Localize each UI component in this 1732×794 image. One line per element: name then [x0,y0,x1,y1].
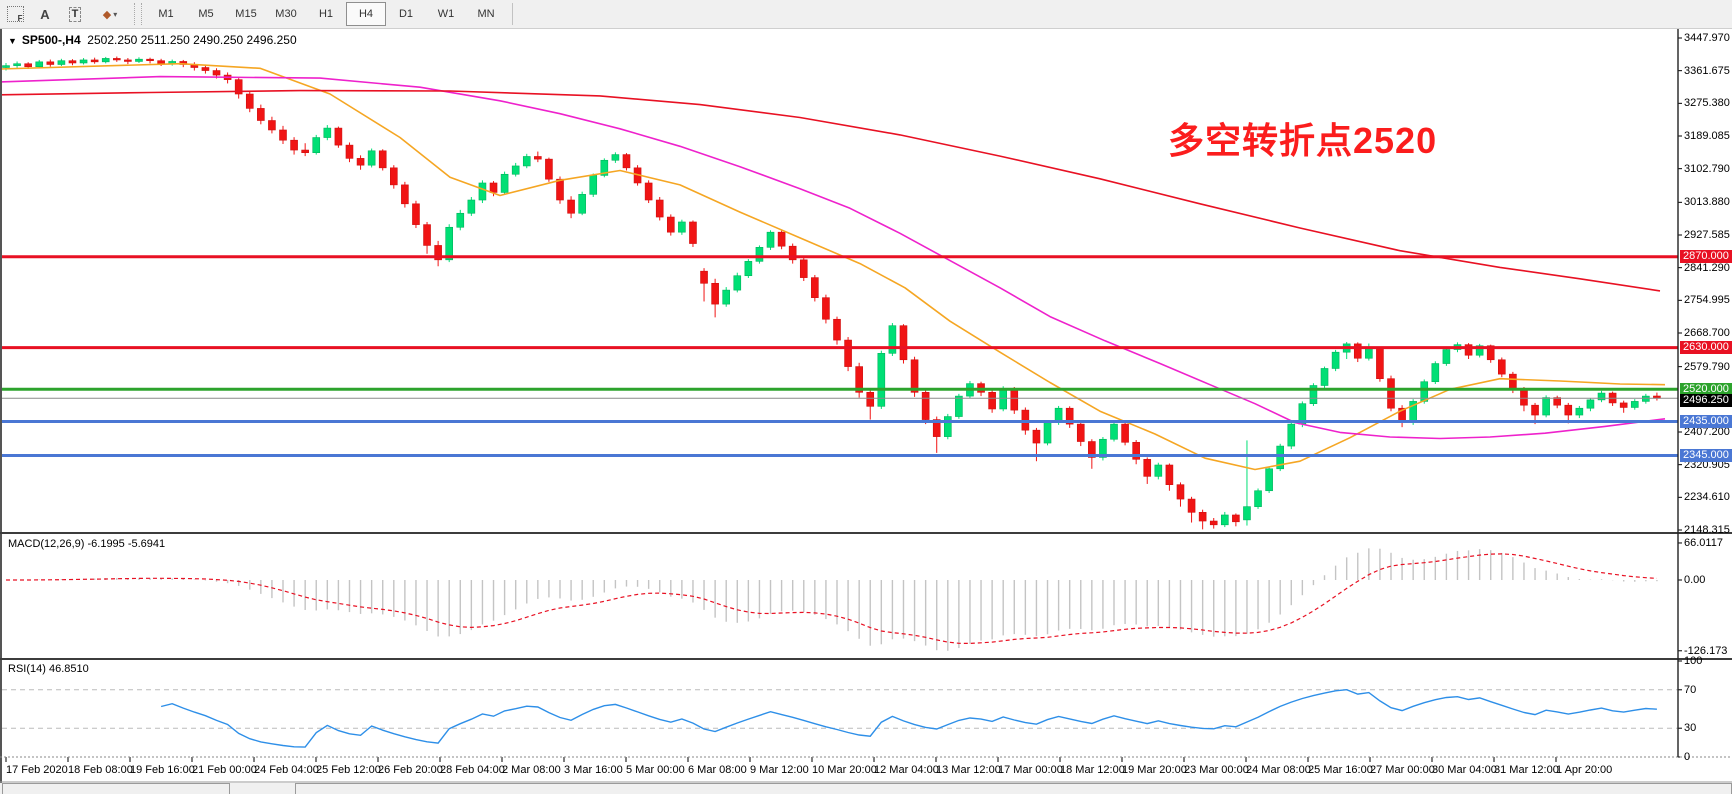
date-label: 9 Mar 12:00 [750,764,809,776]
date-label: 25 Mar 16:00 [1308,764,1373,776]
date-label: 19 Mar 20:00 [1122,764,1187,776]
date-label: 2 Mar 08:00 [502,764,561,776]
title-ohlc-values: 2502.250 2511.250 2490.250 2496.250 [87,33,297,47]
timeframe-button-D1[interactable]: D1 [398,8,414,20]
date-label: 5 Mar 00:00 [626,764,685,776]
timeframe-button-M15[interactable]: M15 [235,8,257,20]
date-label: 17 Mar 00:00 [998,764,1063,776]
price-level-badge: 2520.000 [1680,382,1732,396]
date-label: 10 Mar 20:00 [812,764,877,776]
timeframe-group: M1 M5 M15 M30 H1 H4 D1 W1 MN [146,2,506,26]
macd-axis-label: 66.0117 [1684,536,1723,549]
price-level-badge: 2630.000 [1680,341,1732,355]
annotation-text[interactable]: 多空转折点2520 [1168,120,1438,161]
timeframe-button-W1[interactable]: W1 [437,8,455,20]
date-label: 26 Feb 20:00 [378,764,443,776]
date-label: 19 Feb 16:00 [130,764,195,776]
symbol-collapse-icon[interactable]: ▼ [8,36,17,46]
date-label: 25 Feb 12:00 [316,764,381,776]
bottom-panel-edge [295,783,1732,794]
date-label: 31 Mar 12:00 [1494,764,1559,776]
macd-indicator-label: MACD(12,26,9) -6.1995 -5.6941 [8,538,166,550]
date-label: 23 Mar 00:00 [1184,764,1249,776]
rsi-indicator-label: RSI(14) 46.8510 [8,663,89,675]
date-label: 18 Feb 08:00 [68,764,133,776]
arrows-tool-button[interactable]: ◆ ▾ [91,1,129,27]
date-label: 3 Mar 16:00 [564,764,623,776]
timeframe-button-M5[interactable]: M5 [198,8,214,20]
price-tick-label: 2841.290 [1684,261,1730,274]
timeframe-button-M1[interactable]: M1 [158,8,174,20]
price-tick-label: 2754.995 [1684,294,1730,307]
date-label: 18 Mar 12:00 [1060,764,1125,776]
toolbar-end-separator [512,3,513,25]
timeframe-button-H4[interactable]: H4 [346,2,386,26]
arrows-icon: ◆ [102,8,112,21]
chart-title: ▼ SP500-,H4 2502.250 2511.250 2490.250 24… [8,33,297,47]
price-tick-label: 3361.675 [1684,64,1730,77]
macd-axis-label: 0.00 [1684,574,1706,586]
text-a-icon: A [40,6,50,22]
price-tick-label: 2579.790 [1684,360,1730,373]
text-label-tool-button[interactable]: T [61,1,89,27]
price-tick-label: 2407.200 [1684,425,1730,438]
price-tick-label: 3102.790 [1684,162,1730,175]
timeframe-button-H1[interactable]: H1 [318,8,334,20]
date-label: 6 Mar 08:00 [688,764,747,776]
fibonacci-icon: F [6,6,24,23]
toolbar-separator [134,3,142,25]
date-label: 13 Mar 12:00 [936,764,1001,776]
timeframe-button-M30[interactable]: M30 [275,8,297,20]
date-label: 24 Feb 04:00 [254,764,319,776]
date-label: 12 Mar 04:00 [874,764,939,776]
bottom-window-strip [0,783,1732,794]
current-price-badge: 2496.250 [1680,394,1732,408]
text-label-icon: T [68,6,82,22]
price-tick-label: 3013.880 [1684,196,1730,209]
bottom-panel-edge [2,783,230,794]
date-label: 28 Feb 04:00 [440,764,505,776]
fibonacci-tool-button[interactable]: F [1,1,29,27]
price-tick-label: 2148.315 [1684,523,1730,536]
date-label: 30 Mar 04:00 [1432,764,1497,776]
price-tick-label: 2668.700 [1684,326,1730,339]
price-level-badge: 2435.000 [1680,414,1732,428]
price-level-badge: 2345.000 [1680,449,1732,463]
rsi-axis-label: 0 [1684,751,1691,763]
date-label: 1 Apr 20:00 [1556,764,1613,776]
rsi-axis-label: 30 [1684,722,1697,735]
text-tool-button[interactable]: A [31,1,59,27]
date-label: 24 Mar 08:00 [1246,764,1311,776]
rsi-axis-label: 100 [1684,655,1703,667]
rsi-axis-label: 70 [1684,683,1697,696]
macd-axis-label: -126.173 [1684,644,1728,657]
date-label: 17 Feb 2020 [6,764,68,776]
price-tick-label: 3189.085 [1684,130,1730,142]
timeframe-button-MN[interactable]: MN [477,8,495,20]
price-tick-label: 3447.970 [1684,32,1730,44]
chevron-down-icon: ▾ [113,9,118,19]
price-tick-label: 3275.380 [1684,97,1730,110]
macd-values: -6.1995 -5.6941 [87,538,166,550]
symbol-timeframe: SP500-,H4 [21,33,81,47]
price-tick-label: 2927.585 [1684,228,1730,241]
date-label: 27 Mar 00:00 [1370,764,1435,776]
rsi-value: 46.8510 [48,663,89,675]
price-level-badge: 2870.000 [1680,250,1732,264]
price-tick-label: 2234.610 [1684,491,1730,504]
date-label: 21 Feb 00:00 [192,764,257,776]
toolbar: F A T ◆ ▾ M1 M5 M15 M30 H1 H4 D1 W1 MN [0,0,1732,29]
